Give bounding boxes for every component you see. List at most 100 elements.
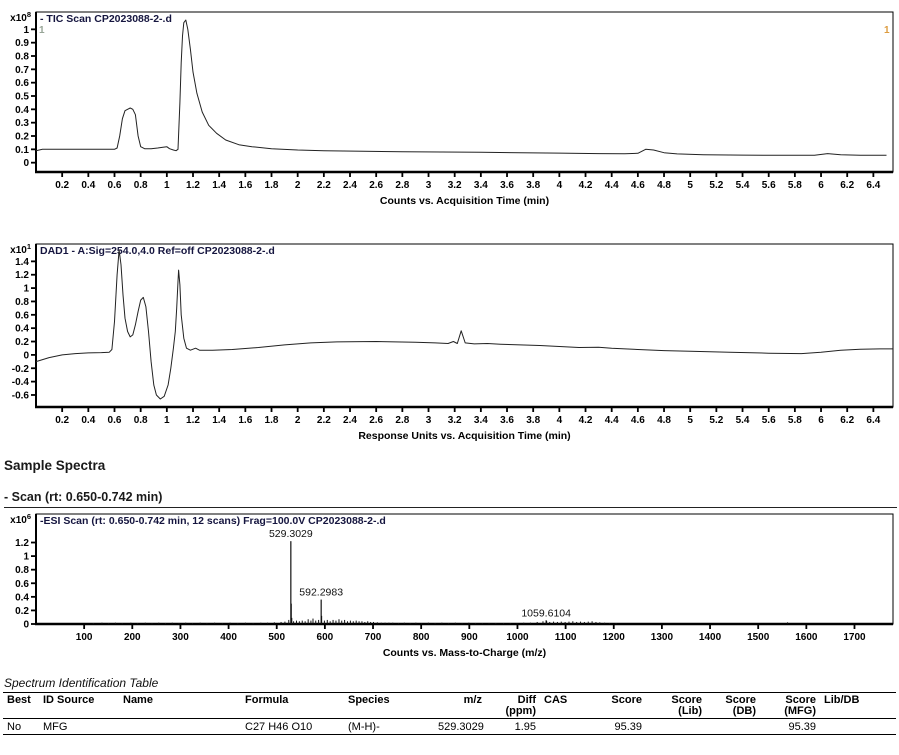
x-tick-label: 1300: [651, 632, 674, 643]
sample-spectra-heading: Sample Spectra: [4, 458, 106, 473]
x-tick-label: 500: [268, 632, 285, 643]
x-tick-label: 5: [687, 415, 693, 426]
column-header: Diff (ppm): [505, 694, 536, 717]
table-title: Spectrum Identification Table: [4, 676, 159, 690]
x-tick-label: 2.6: [369, 415, 383, 426]
x-tick-label: 0.6: [108, 180, 122, 191]
y-tick-label: 1: [23, 284, 29, 295]
x-tick-label: 6: [818, 180, 824, 191]
y-tick-label: 0.4: [15, 324, 29, 335]
x-axis-title: Counts vs. Acquisition Time (min): [380, 195, 549, 207]
x-tick-label: 2.2: [317, 180, 331, 191]
x-tick-label: 0.6: [108, 415, 122, 426]
x-tick-label: 5.6: [762, 180, 776, 191]
segment-marker: 1: [884, 25, 890, 36]
x-tick-label: 5.8: [788, 180, 802, 191]
y-tick-label: 1.4: [15, 257, 29, 268]
scan-heading: - Scan (rt: 0.650-0.742 min): [4, 490, 897, 508]
peak-label: 529.3029: [269, 528, 313, 540]
column-header: ID Source: [43, 694, 95, 706]
x-tick-label: 2.2: [317, 415, 331, 426]
x-tick-label: 2: [295, 180, 301, 191]
column-header: CAS: [544, 694, 568, 706]
y-tick-label: 0.1: [15, 145, 29, 156]
column-header: m/z: [463, 694, 482, 706]
x-tick-label: 3.8: [526, 180, 540, 191]
column-header: Name: [123, 694, 153, 706]
x-tick-label: 100: [76, 632, 93, 643]
x-tick-label: 1: [164, 180, 170, 191]
x-tick-label: 6.2: [840, 415, 854, 426]
x-tick-label: 0.4: [81, 180, 95, 191]
column-header: Score: [611, 694, 642, 706]
cell: MFG: [43, 721, 68, 733]
peak-label: 1059.6104: [521, 607, 571, 619]
segment-marker: 1: [39, 25, 45, 36]
cell: (M-H)-: [348, 721, 380, 733]
esi-chart-svg: 1.2 1 0.8 0.6 0.4 0.2 0 100 200 300 400 500 600 700 80…: [10, 512, 894, 659]
x-tick-label: 4: [557, 180, 563, 191]
plot-area: [35, 11, 894, 173]
column-header: Lib/DB: [824, 694, 860, 706]
x-tick-label: 300: [172, 632, 189, 643]
x-tick-label: 2.4: [343, 180, 357, 191]
column-header: Best: [7, 694, 31, 706]
y-tick-label: 1.2: [15, 270, 29, 281]
x-tick-label: 1400: [699, 632, 722, 643]
y-tick-label: 1: [23, 25, 29, 36]
y-tick-label: 0.8: [15, 565, 29, 576]
esi-mass-spectrum: 1.2 1 0.8 0.6 0.4 0.2 0 100 200 300 400 500 600 700 80…: [0, 510, 899, 660]
x-tick-label: 2: [295, 415, 301, 426]
x-tick-label: 5.4: [736, 415, 750, 426]
x-tick-label: 1.2: [186, 415, 200, 426]
y-tick-label: -0.2: [12, 364, 30, 375]
x-tick-label: 6.4: [866, 415, 880, 426]
x-axis-title: Counts vs. Mass-to-Charge (m/z): [383, 647, 546, 659]
cell: 1.95: [514, 721, 536, 733]
y-tick-label: 0.3: [15, 118, 29, 129]
y-tick-label: 0.6: [15, 78, 29, 89]
x-tick-label: 4.6: [631, 415, 645, 426]
chart-title: -ESI Scan (rt: 0.650-0.742 min, 12 scans…: [40, 515, 386, 527]
x-tick-label: 0.8: [134, 180, 148, 191]
column-header: Score (MFG): [784, 694, 816, 717]
y-scale-label: x106: [10, 512, 31, 526]
x-tick-label: 0.2: [55, 415, 69, 426]
x-tick-label: 1500: [747, 632, 770, 643]
cell: 95.39: [614, 721, 642, 733]
x-tick-label: 0.8: [134, 415, 148, 426]
tic-chart-svg: 1 0.9 0.8 0.7 0.6 0.5 0.4 0.3 0.2 0.1 0 0.2 0.4 0.6 0.…: [10, 10, 894, 207]
trace: [35, 249, 893, 400]
y-tick-label: 0.2: [15, 606, 29, 617]
cell: No: [7, 721, 22, 733]
x-tick-label: 3.6: [500, 415, 514, 426]
y-tick-label: 0.4: [15, 592, 29, 603]
x-tick-label: 1: [164, 415, 170, 426]
report-page: 1 0.9 0.8 0.7 0.6 0.5 0.4 0.3 0.2 0.1 0 0.2 0.4 0.6 0.…: [0, 10, 899, 735]
cell: C27 H46 O10: [245, 721, 313, 733]
x-tick-label: 6.4: [866, 180, 880, 191]
table-header-row: Best ID Source Name Formula Species m/z Diff (p…: [3, 692, 896, 719]
x-tick-label: 3.2: [448, 180, 462, 191]
x-tick-label: 1.8: [265, 415, 279, 426]
x-tick-label: 0.4: [81, 415, 95, 426]
x-tick-label: 5.4: [736, 180, 750, 191]
x-tick-label: 1.6: [238, 180, 252, 191]
x-tick-label: 4.8: [657, 415, 671, 426]
y-tick-label: 0.8: [15, 52, 29, 63]
x-tick-label: 4: [557, 415, 563, 426]
chart-title: DAD1 - A:Sig=254.0,4.0 Ref=off CP2023088…: [40, 245, 275, 257]
x-tick-label: 700: [365, 632, 382, 643]
y-tick-label: 0: [23, 620, 29, 631]
cell: [119, 719, 241, 735]
spectrum-identification-table: Best ID Source Name Formula Species m/z Diff (p…: [3, 692, 896, 735]
x-tick-label: 6.2: [840, 180, 854, 191]
trace: [35, 19, 887, 156]
x-tick-label: 3.8: [526, 415, 540, 426]
x-tick-label: 4.4: [605, 180, 619, 191]
x-tick-label: 2.6: [369, 180, 383, 191]
x-tick-label: 5.2: [709, 180, 723, 191]
plot-area: [35, 243, 894, 408]
x-tick-label: 1600: [795, 632, 818, 643]
x-tick-label: 1200: [603, 632, 626, 643]
